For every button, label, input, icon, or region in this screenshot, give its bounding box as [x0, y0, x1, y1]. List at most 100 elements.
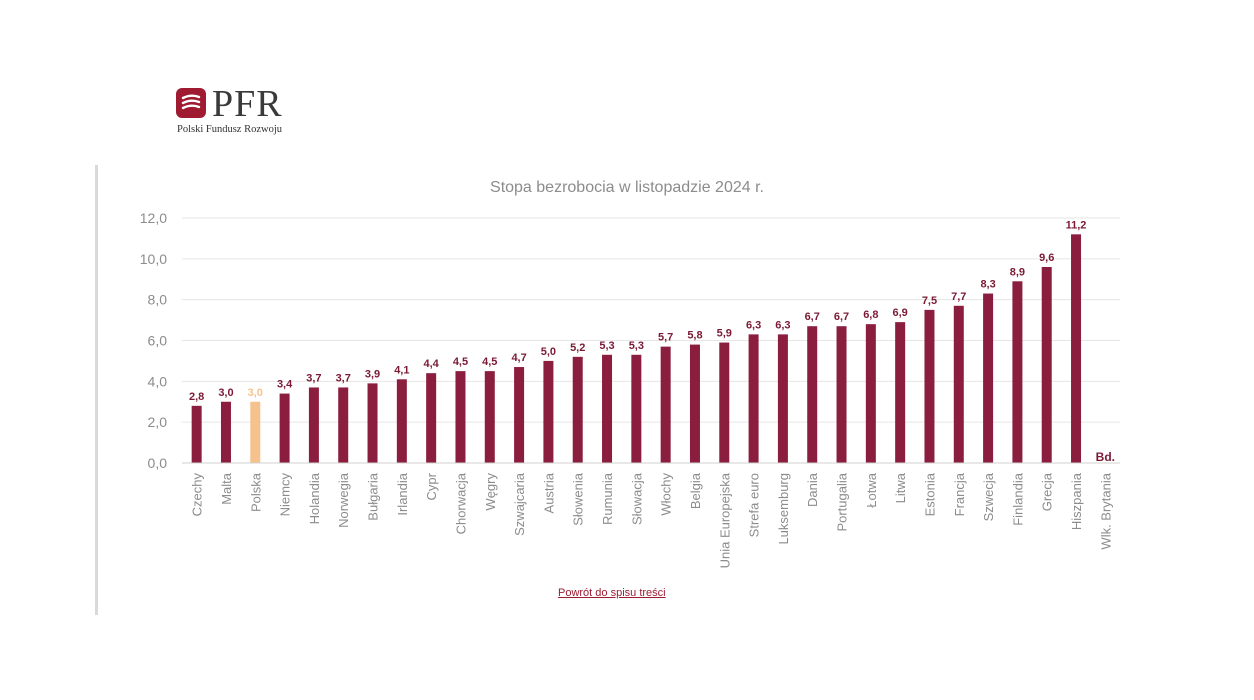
data-label: Bd. — [1096, 450, 1115, 464]
bar-hiszpania — [1071, 234, 1082, 463]
x-tick-label: Dania — [805, 472, 820, 507]
data-label: 4,7 — [511, 352, 526, 364]
data-label: 6,7 — [834, 311, 849, 323]
x-tick-label: Niemcy — [278, 473, 293, 517]
bar-bułgaria — [367, 383, 378, 463]
y-tick-label: 8,0 — [148, 292, 168, 308]
x-tick-label: Szwajcaria — [512, 472, 527, 536]
bar-belgia — [689, 344, 700, 463]
x-tick-label: Szwecja — [981, 472, 996, 521]
data-label: 4,5 — [453, 356, 468, 368]
x-tick-label: Austria — [541, 472, 556, 513]
x-tick-label: Łotwa — [864, 472, 879, 507]
bar-strefa-euro — [748, 334, 759, 463]
y-tick-label: 4,0 — [148, 373, 168, 389]
data-label: 5,2 — [570, 342, 585, 354]
data-label: 9,6 — [1039, 252, 1054, 264]
logo-subtitle: Polski Fundusz Rozwoju — [177, 124, 283, 135]
bar-estonia — [924, 309, 935, 463]
bar-unia-europejska — [719, 342, 730, 463]
bar-szwajcaria — [514, 367, 525, 463]
x-tick-label: Luksemburg — [776, 473, 791, 545]
chart-title: Stopa bezrobocia w listopadzie 2024 r. — [490, 179, 764, 196]
logo-text: PFR — [212, 83, 283, 125]
x-tick-label: Litwa — [893, 472, 908, 503]
bar-szwecja — [983, 293, 994, 463]
x-tick-label: Wlk. Brytania — [1098, 472, 1113, 549]
x-tick-label: Francja — [952, 472, 967, 516]
x-tick-label: Słowenia — [571, 472, 586, 526]
left-divider — [95, 165, 98, 615]
x-tick-label: Norwegia — [336, 472, 351, 528]
y-tick-label: 6,0 — [148, 333, 168, 349]
data-label: 6,9 — [893, 307, 908, 319]
bar-węgry — [484, 371, 495, 463]
y-tick-label: 12,0 — [140, 210, 167, 226]
data-label: 5,7 — [658, 332, 673, 344]
bar-włochy — [660, 346, 671, 463]
x-tick-label: Grecja — [1040, 472, 1055, 511]
x-tick-label: Słowacja — [629, 472, 644, 525]
bar-niemcy — [279, 393, 290, 463]
data-label: 7,7 — [951, 291, 966, 303]
x-tick-label: Polska — [248, 472, 263, 512]
x-tick-label: Unia Europejska — [717, 472, 732, 568]
data-label: 4,1 — [394, 364, 409, 376]
data-label: 6,3 — [746, 319, 761, 331]
data-label: 8,3 — [980, 279, 995, 291]
bar-francja — [953, 305, 964, 463]
data-label: 4,4 — [424, 358, 440, 370]
x-tick-label: Holandia — [307, 472, 322, 524]
data-label: 3,4 — [277, 379, 293, 391]
x-tick-label: Portugalia — [835, 472, 850, 531]
data-label: 5,0 — [541, 346, 556, 358]
x-tick-label: Malta — [219, 472, 234, 505]
x-tick-label: Czechy — [190, 473, 205, 517]
y-tick-label: 0,0 — [148, 455, 168, 471]
x-tick-label: Węgry — [483, 473, 498, 511]
bar-słowacja — [631, 354, 642, 463]
data-label: 6,3 — [775, 319, 790, 331]
bar-cypr — [426, 373, 437, 463]
bar-chorwacja — [455, 371, 466, 463]
bar-rumunia — [602, 354, 613, 463]
data-label: 2,8 — [189, 391, 204, 403]
data-label: 7,5 — [922, 295, 937, 307]
bar-austria — [543, 360, 554, 463]
bar-litwa — [895, 322, 906, 463]
bar-dania — [807, 326, 818, 463]
x-tick-label: Irlandia — [395, 472, 410, 515]
data-label: 8,9 — [1010, 266, 1025, 278]
x-tick-label: Finlandia — [1010, 472, 1025, 526]
bar-łotwa — [865, 324, 876, 463]
x-tick-label: Bułgaria — [366, 472, 381, 520]
data-label: 3,7 — [306, 372, 321, 384]
x-tick-label: Chorwacja — [453, 472, 468, 534]
bar-słowenia — [572, 356, 583, 463]
bar-malta — [220, 401, 231, 463]
data-label: 6,8 — [863, 309, 878, 321]
pfr-logo-icon — [176, 88, 206, 118]
x-tick-label: Estonia — [922, 472, 937, 516]
x-tick-label: Włochy — [659, 473, 674, 516]
data-label: 11,2 — [1066, 219, 1087, 231]
back-to-contents-link[interactable]: Powrót do spisu treści — [558, 587, 666, 599]
data-label: 6,7 — [805, 311, 820, 323]
data-label: 3,0 — [218, 387, 233, 399]
y-tick-label: 10,0 — [140, 251, 167, 267]
data-label: 3,7 — [336, 372, 351, 384]
data-label: 3,9 — [365, 368, 380, 380]
x-tick-label: Hiszpania — [1069, 472, 1084, 530]
bar-irlandia — [396, 379, 407, 463]
x-tick-label: Rumunia — [600, 472, 615, 525]
bar-norwegia — [338, 387, 349, 463]
bar-grecja — [1041, 267, 1052, 463]
bar-holandia — [308, 387, 319, 463]
bar-luksemburg — [777, 334, 788, 463]
x-tick-label: Cypr — [424, 472, 439, 500]
data-label: 3,0 — [248, 387, 263, 399]
bar-czechy — [191, 405, 202, 463]
data-label: 5,9 — [717, 328, 732, 340]
bar-finlandia — [1012, 281, 1023, 463]
bar-polska — [250, 401, 261, 463]
